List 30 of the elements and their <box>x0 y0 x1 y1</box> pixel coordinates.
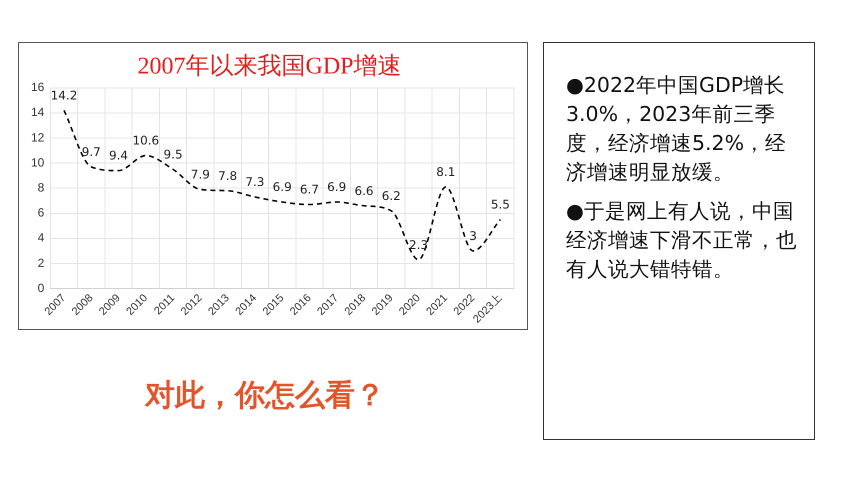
data-label: 9.7 <box>82 144 101 159</box>
y-tick-label: 4 <box>38 230 45 245</box>
text: ●2022年中国GDP增长3.0%，2023年前三季度，经济增速5.2%，经济增速明显放缓。 <box>566 72 788 186</box>
data-label: 7.9 <box>190 168 210 182</box>
y-tick-label: 0 <box>38 280 45 295</box>
data-label: 8.1 <box>436 165 456 180</box>
y-tick-label: 12 <box>30 130 45 144</box>
data-label: 2.3 <box>408 238 428 252</box>
data-label: 6.6 <box>354 184 374 198</box>
data-label: 6.2 <box>382 188 401 203</box>
data-label: 9.4 <box>108 148 128 163</box>
chart-title: 2007年以来我国GDP增速 <box>137 54 402 80</box>
data-label: 3 <box>469 229 477 244</box>
text: ●于是网上有人说，中国经济增速下滑不正常，也有人说大错特错。 <box>566 198 798 283</box>
text: 对此，你怎么看？ <box>145 377 385 415</box>
data-label: 9.5 <box>164 147 183 162</box>
data-label: 6.7 <box>300 182 319 197</box>
y-tick-label: 6 <box>38 206 45 220</box>
data-label: 10.6 <box>132 134 160 148</box>
y-tick-label: 10 <box>30 155 45 170</box>
data-label: 6.9 <box>327 180 346 194</box>
y-tick-label: 8 <box>38 180 45 195</box>
y-tick-label: 14 <box>30 105 45 120</box>
y-tick-label: 2 <box>38 256 45 270</box>
y-tick-label: 16 <box>30 80 45 94</box>
data-label: 14.2 <box>50 88 78 103</box>
data-label: 7.8 <box>218 168 238 183</box>
data-label: 7.3 <box>245 175 264 190</box>
data-label: 5.5 <box>490 198 510 212</box>
data-label: 6.9 <box>272 180 292 194</box>
